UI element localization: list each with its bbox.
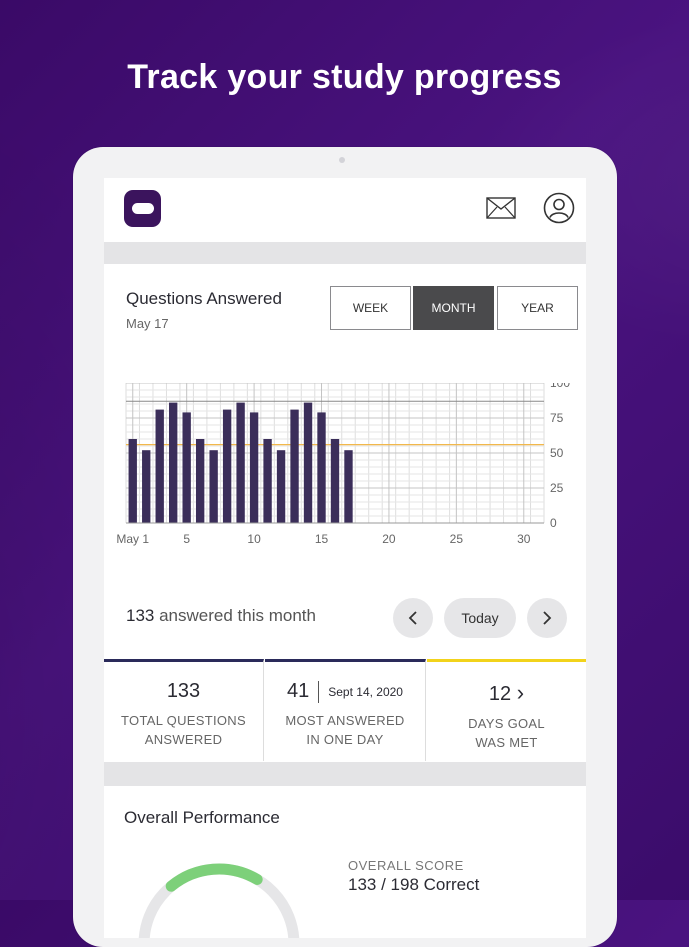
stat-most-divider xyxy=(318,680,320,703)
logo-mark xyxy=(131,203,154,214)
stat-most-label-2: IN ONE DAY xyxy=(306,732,384,747)
chart-bar xyxy=(195,439,205,523)
top-bar xyxy=(104,178,586,240)
chart-bar xyxy=(236,402,245,523)
x-tick-label: May 1 xyxy=(116,532,149,546)
answered-count: 133 xyxy=(126,606,155,625)
stat-goal[interactable]: 12 › DAYS GOAL WAS MET xyxy=(427,659,586,761)
answered-summary: 133 answered this month xyxy=(126,606,316,626)
stat-most-label-1: MOST ANSWERED xyxy=(285,713,405,728)
divider-band-2 xyxy=(104,762,586,786)
x-tick-label: 5 xyxy=(183,532,190,546)
tab-year[interactable]: YEAR xyxy=(497,286,578,330)
chart-bar xyxy=(303,402,313,523)
y-tick-label: 0 xyxy=(550,516,557,530)
app-logo[interactable] xyxy=(124,190,161,227)
questions-title: Questions Answered xyxy=(126,289,282,308)
x-tick-label: 15 xyxy=(315,532,329,546)
camera-dot xyxy=(339,157,345,163)
chart-bar xyxy=(330,439,340,523)
user-icon[interactable] xyxy=(543,192,575,224)
stat-most: 41 Sept 14, 2020 MOST ANSWERED IN ONE DAY xyxy=(265,659,426,761)
chart-bar xyxy=(128,439,137,523)
questions-date: May 17 xyxy=(126,316,169,331)
tablet-frame: Questions Answered May 17 WEEK MONTH YEA… xyxy=(73,147,617,947)
stat-goal-label-2: WAS MET xyxy=(475,735,538,750)
tab-week[interactable]: WEEK xyxy=(330,286,411,330)
mail-icon[interactable] xyxy=(486,197,516,219)
tab-month[interactable]: MONTH xyxy=(413,286,494,330)
stats-row: 133 TOTAL QUESTIONS ANSWERED 41 Sept 14, … xyxy=(104,659,586,761)
overall-score-label: OVERALL SCORE xyxy=(348,858,464,873)
x-tick-label: 10 xyxy=(247,532,261,546)
chart-bar xyxy=(222,409,232,523)
divider-band xyxy=(104,242,586,264)
headline: Track your study progress xyxy=(127,58,562,96)
overall-score-value: 133 / 198 Correct xyxy=(348,875,480,894)
x-tick-label: 20 xyxy=(382,532,396,546)
chart-bar xyxy=(142,450,151,523)
questions-chart: 0 25 50 75 100 May 1 5 10 15 20 25 30 xyxy=(116,383,570,546)
app-screen: Questions Answered May 17 WEEK MONTH YEA… xyxy=(104,178,586,938)
stat-total-value: 133 xyxy=(166,680,201,702)
chevron-right-icon: › xyxy=(516,680,525,705)
prev-button[interactable] xyxy=(393,598,433,638)
stat-total: 133 TOTAL QUESTIONS ANSWERED xyxy=(104,659,264,761)
y-tick-label: 100 xyxy=(550,383,570,390)
chevron-right-icon xyxy=(543,611,552,625)
stat-goal-label-1: DAYS GOAL xyxy=(468,716,545,731)
stat-most-value: 41 xyxy=(287,680,310,702)
next-button[interactable] xyxy=(527,598,567,638)
stat-total-label-2: ANSWERED xyxy=(144,732,223,747)
performance-donut xyxy=(138,863,300,938)
chart-bar xyxy=(209,450,218,523)
x-tick-label: 30 xyxy=(517,532,531,546)
x-tick-label: 25 xyxy=(450,532,464,546)
performance-title: Overall Performance xyxy=(124,808,280,827)
y-tick-label: 50 xyxy=(550,446,564,460)
chart-bar xyxy=(249,412,259,523)
chart-bar xyxy=(317,412,326,523)
chart-bar xyxy=(263,439,272,523)
y-tick-label: 25 xyxy=(550,481,564,495)
chart-bar xyxy=(344,450,353,523)
stat-goal-value: 12 xyxy=(488,683,512,705)
today-button[interactable]: Today xyxy=(444,598,516,638)
chart-bar xyxy=(276,450,286,523)
chart-bar xyxy=(169,402,178,523)
chart-bar xyxy=(290,409,299,523)
answered-suffix: answered this month xyxy=(154,606,316,625)
chevron-left-icon xyxy=(408,611,417,625)
chart-bar xyxy=(182,412,191,523)
y-tick-label: 75 xyxy=(550,411,564,425)
stat-most-date: Sept 14, 2020 xyxy=(328,684,403,699)
stat-total-label-1: TOTAL QUESTIONS xyxy=(121,713,246,728)
chart-bar xyxy=(155,409,164,523)
